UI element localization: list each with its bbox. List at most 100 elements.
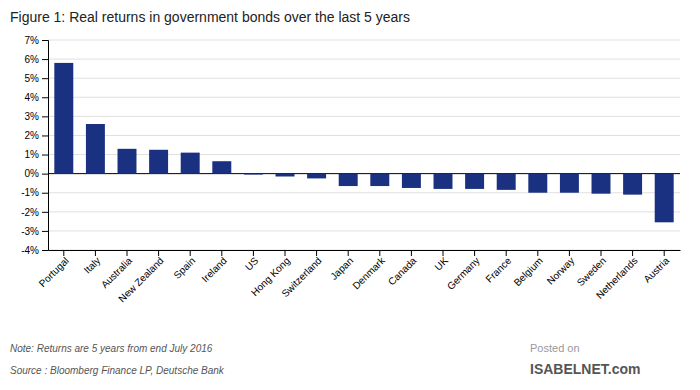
grid-line [48,78,680,79]
bar [86,124,105,174]
bar [54,63,73,174]
bar [402,174,421,188]
x-tick-label: France [483,255,513,285]
x-tick-mark [443,250,444,256]
y-tick-mark [42,212,48,213]
x-tick: UK [432,250,450,273]
y-tick: -2% [21,207,48,218]
y-tick-mark [42,40,48,41]
x-tick-mark [601,250,602,256]
x-tick: US [243,250,261,273]
y-tick-label: 6% [25,54,40,65]
chart: Figure 1: Real returns in government bon… [0,0,700,390]
x-tick: Belgium [512,250,545,288]
y-tick: -4% [21,245,48,256]
x-tick-label: Germany [445,255,482,292]
y-tick-label: 5% [25,73,40,84]
y-tick-mark [42,174,48,175]
y-tick: -1% [21,187,48,198]
x-tick-label: UK [432,255,450,273]
y-tick-label: 4% [25,92,40,103]
y-tick: 0% [25,168,48,179]
grid-line [48,211,680,212]
x-tick: Ireland [199,250,228,284]
x-axis: PortugalItalyAustraliaNew ZealandSpainIr… [37,250,681,304]
y-tick-mark [42,135,48,136]
y-tick-mark [42,78,48,79]
x-tick-label: Canada [386,255,419,288]
title: Figure 1: Real returns in government bon… [10,9,410,25]
x-tick-mark [664,250,665,256]
annotation: Posted on [530,342,580,354]
y-tick-label: 7% [25,35,40,46]
bar [465,174,484,189]
y-tick-label: 3% [25,111,40,122]
grid-line [48,250,680,251]
bar [244,173,263,175]
x-tick-label: Spain [171,255,197,281]
grid-line [48,97,680,98]
y-tick-mark [42,155,48,156]
grid-line [48,154,680,155]
x-tick-mark [221,250,222,256]
y-tick: 7% [25,35,48,46]
x-tick-mark [506,250,507,256]
x-tick-label: Switzerland [279,255,323,299]
bar [655,174,674,223]
x-tick-mark [348,250,349,256]
x-tick: France [483,250,513,285]
y-tick-mark [42,116,48,117]
x-tick: Switzerland [279,250,323,299]
plot: -4%-3%-2%-1%0%1%2%3%4%5%6%7%PortugalItal… [21,35,680,305]
x-tick-label: Portugal [37,255,71,289]
bar [528,174,547,193]
x-tick-mark [127,250,128,256]
zero-line [48,173,680,174]
x-tick: Germany [445,250,482,292]
y-tick: 3% [25,111,48,122]
bar [370,174,389,186]
y-tick: 4% [25,92,48,103]
x-tick: Portugal [37,250,71,289]
y-axis-line [42,41,49,251]
bar [434,174,453,189]
y-tick-label: -3% [21,226,39,237]
x-tick-mark [190,250,191,256]
x-tick: New Zealand [116,250,165,304]
bar [149,150,168,174]
y-tick-label: 0% [25,168,40,179]
x-axis-line [49,250,681,251]
annotation: Note: Returns are 5 years from end July … [10,343,213,354]
x-tick-mark [569,250,570,256]
bars [54,63,673,222]
grid-line [48,116,680,117]
bar [307,174,326,179]
bar [339,174,358,186]
y-tick: 1% [25,149,48,160]
grid-line [48,230,680,231]
x-tick-mark [316,250,317,256]
y-tick-label: -4% [21,245,39,256]
x-tick-label: Ireland [199,255,228,284]
grid-line [48,192,680,193]
y-tick-label: -2% [21,207,39,218]
y-tick: 6% [25,54,48,65]
y-tick-mark [42,193,48,194]
x-tick-mark [285,250,286,256]
annotation: ISABELNET.com [530,361,640,377]
x-tick-label: Japan [328,255,355,282]
bar [212,161,231,173]
x-tick-mark [411,250,412,256]
x-tick-mark [63,250,64,256]
x-tick-label: Austria [641,255,671,285]
bar [276,174,295,177]
x-tick-label: New Zealand [116,255,165,304]
y-tick-mark [42,97,48,98]
y-tick-label: 1% [25,149,40,160]
bar [623,174,642,195]
x-tick-label: US [243,255,261,273]
bar [560,174,579,193]
x-tick: Canada [386,250,419,287]
y-tick: 5% [25,73,48,84]
y-axis: -4%-3%-2%-1%0%1%2%3%4%5%6%7% [21,35,48,256]
